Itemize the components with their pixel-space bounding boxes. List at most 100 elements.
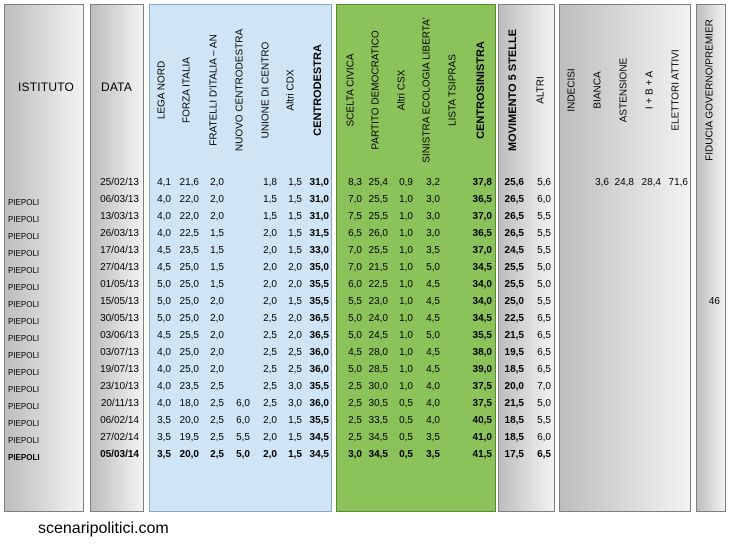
footer-source: scenaripolitici.com: [38, 520, 169, 537]
m5s-panel: [498, 4, 555, 512]
cell-4-12: 37,0: [472, 245, 492, 256]
cell-8-1: 25,0: [179, 313, 199, 324]
cell-6-9: 1,0: [399, 279, 413, 290]
column-header-13: MOVIMENTO 5 STELLE: [507, 28, 519, 152]
cell-3-1: 22,5: [179, 228, 199, 239]
cell-10-2: 2,0: [210, 347, 224, 358]
cell-2-4: 1,5: [263, 211, 277, 222]
cell-14-9: 0,5: [399, 415, 413, 426]
cell-10-1: 25,0: [179, 347, 199, 358]
cell-11-14: 6,5: [537, 364, 551, 375]
row-istituto: PIEPOLI: [8, 402, 40, 411]
column-header-15: INDECISI: [566, 68, 578, 112]
cell-11-2: 2,0: [210, 364, 224, 375]
cell-7-6: 35,5: [309, 296, 329, 307]
cell-8-4: 2,5: [263, 313, 277, 324]
cell-5-8: 21,5: [368, 262, 388, 273]
cell-13-8: 30,5: [368, 398, 388, 409]
cell-16-13: 17,5: [504, 449, 524, 460]
column-header-20: FIDUCIA GOVERNO/PREMIER: [704, 19, 716, 161]
row-istituto: PIEPOLI: [8, 385, 40, 394]
cell-10-5: 2,5: [288, 347, 302, 358]
cell-14-6: 35,5: [309, 415, 329, 426]
cell-3-13: 26,5: [504, 228, 524, 239]
cell-13-9: 0,5: [399, 398, 413, 409]
cell-7-4: 2,0: [263, 296, 277, 307]
column-header-2: FRATELLI D'ITALIA – AN: [208, 34, 220, 146]
cell-14-5: 1,5: [288, 415, 302, 426]
cell-13-4: 2,5: [263, 398, 277, 409]
row-istituto: PIEPOLI: [8, 368, 40, 377]
cell-0-1: 21,6: [179, 177, 199, 188]
row-istituto: PIEPOLI: [8, 266, 40, 275]
cell-15-10: 3,5: [426, 432, 440, 443]
cell-15-3: 5,5: [236, 432, 250, 443]
cell-9-10: 5,0: [426, 330, 440, 341]
cell-8-5: 2,0: [288, 313, 302, 324]
cell-16-0: 3,5: [157, 449, 171, 460]
cell-3-9: 1,0: [399, 228, 413, 239]
cell-14-14: 5,5: [537, 415, 551, 426]
cell-12-6: 35,5: [309, 381, 329, 392]
row-date: 30/05/13: [100, 313, 139, 324]
cell-0-6: 31,0: [309, 177, 329, 188]
column-header-6: CENTRODESTRA: [312, 44, 324, 136]
cell-8-9: 1,0: [399, 313, 413, 324]
cell-0-8: 25,4: [368, 177, 388, 188]
cell-3-7: 6,5: [348, 228, 362, 239]
cell-12-0: 4,0: [157, 381, 171, 392]
cell-10-13: 19,5: [504, 347, 524, 358]
cell-8-0: 5,0: [157, 313, 171, 324]
row-date: 15/05/13: [100, 296, 139, 307]
cell-8-13: 22,5: [504, 313, 524, 324]
cell-13-5: 3,0: [288, 398, 302, 409]
cell-7-5: 1,5: [288, 296, 302, 307]
cell-11-1: 25,0: [179, 364, 199, 375]
cell-15-8: 34,5: [368, 432, 388, 443]
cell-2-5: 1,5: [288, 211, 302, 222]
cell-0-4: 1,8: [263, 177, 277, 188]
cell-3-4: 2,0: [263, 228, 277, 239]
cell-7-14: 5,5: [537, 296, 551, 307]
cell-11-5: 2,5: [288, 364, 302, 375]
cell-15-6: 34,5: [309, 432, 329, 443]
cell-16-1: 20,0: [179, 449, 199, 460]
cell-16-10: 3,5: [426, 449, 440, 460]
cell-10-14: 6,5: [537, 347, 551, 358]
cell-4-8: 25,5: [368, 245, 388, 256]
cell-9-13: 21,5: [504, 330, 524, 341]
row-istituto: PIEPOLI: [8, 283, 40, 292]
row-date: 05/03/14: [100, 449, 139, 460]
centrosinistra-panel: [336, 4, 496, 512]
cell-13-14: 5,0: [537, 398, 551, 409]
column-header-14: ALTRI: [535, 76, 547, 104]
cell-9-2: 2,0: [210, 330, 224, 341]
cell-1-5: 1,5: [288, 194, 302, 205]
cell-7-10: 4,5: [426, 296, 440, 307]
cell-16-5: 1,5: [288, 449, 302, 460]
cell-11-6: 36,0: [309, 364, 329, 375]
cell-11-7: 5,0: [348, 364, 362, 375]
cell-12-7: 2,5: [348, 381, 362, 392]
cell-0-14: 5,6: [537, 177, 551, 188]
row-date: 19/07/13: [100, 364, 139, 375]
cell-4-9: 1,0: [399, 245, 413, 256]
cell-2-8: 25,5: [368, 211, 388, 222]
cell-5-7: 7,0: [348, 262, 362, 273]
cell-12-2: 2,5: [210, 381, 224, 392]
cell-15-1: 19,5: [179, 432, 199, 443]
row-date: 06/02/14: [100, 415, 139, 426]
cell-3-8: 26,0: [368, 228, 388, 239]
cell-16-9: 0,5: [399, 449, 413, 460]
cell-12-12: 37,5: [472, 381, 492, 392]
cell-2-10: 3,0: [426, 211, 440, 222]
cell-8-10: 4,5: [426, 313, 440, 324]
cell-0-17: 24,8: [614, 177, 634, 188]
cell-14-10: 4,0: [426, 415, 440, 426]
cell-0-2: 2,0: [210, 177, 224, 188]
cell-14-0: 3,5: [157, 415, 171, 426]
cell-2-14: 5,5: [537, 211, 551, 222]
cell-0-18: 28,4: [641, 177, 661, 188]
cell-9-1: 25,5: [179, 330, 199, 341]
row-date: 23/10/13: [100, 381, 139, 392]
